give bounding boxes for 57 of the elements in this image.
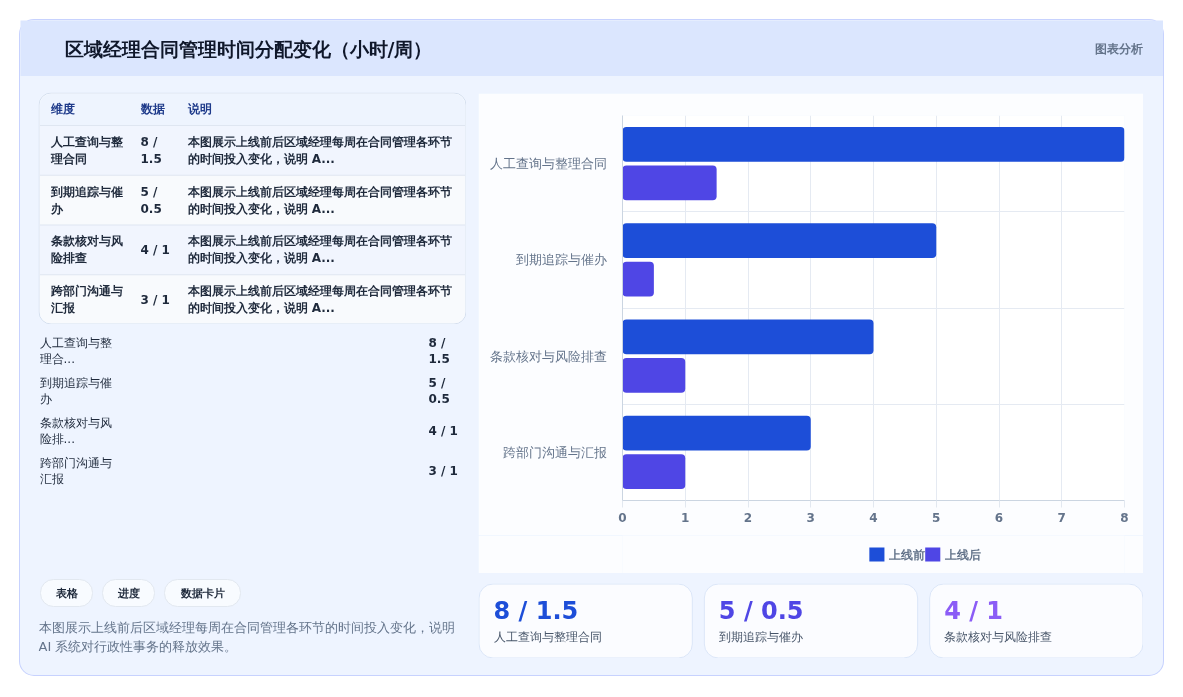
category-label: 数据卡片 bbox=[179, 586, 225, 600]
text: 到期追踪与催办 bbox=[49, 184, 123, 216]
legend-label: 上线前 bbox=[887, 547, 925, 562]
text: 8 / 1.5 bbox=[140, 134, 162, 167]
bar bbox=[622, 261, 654, 297]
text: 人工查询与整理合... bbox=[39, 335, 112, 366]
bar bbox=[622, 223, 937, 258]
text: 5 / 0.5 bbox=[718, 596, 804, 625]
text: 到期追踪与催办 bbox=[39, 375, 112, 406]
text: 本图展示上线前后区域经理每周在合同管理各环节的时间投入变化，说明 A... bbox=[186, 234, 452, 266]
category-label: 表格 bbox=[54, 586, 79, 600]
x-tick-label: 4 bbox=[869, 510, 878, 525]
x-tick-label: 0 bbox=[618, 510, 627, 525]
text: 5 / 0.5 bbox=[140, 184, 162, 217]
text: 条款核对与风险排查 bbox=[944, 629, 1053, 644]
legend-label: 上线后 bbox=[943, 547, 981, 562]
x-tick-label: 7 bbox=[1057, 510, 1066, 525]
bar bbox=[622, 165, 717, 201]
text: 跨部门沟通与汇报 bbox=[49, 284, 123, 316]
text: 本图展示上线前后区域经理每周在合同管理各环节的时间投入变化，说明 A... bbox=[186, 134, 452, 166]
text: 4 / 1 bbox=[428, 423, 458, 438]
text: 本图展示上线前后区域经理每周在合同管理各环节的时间投入变化，说明 A... bbox=[186, 284, 452, 316]
y-tick-label: 到期追踪与催办 bbox=[515, 252, 607, 268]
y-tick-label: 条款核对与风险排查 bbox=[489, 348, 607, 364]
text: 人工查询与整理合同 bbox=[49, 134, 124, 166]
bar bbox=[622, 319, 874, 355]
y-tick-label: 人工查询与整理合同 bbox=[489, 156, 607, 172]
text: 条款核对与风险排... bbox=[39, 415, 112, 446]
x-tick-label: 3 bbox=[806, 510, 815, 525]
x-tick-label: 5 bbox=[932, 510, 941, 525]
x-tick-label: 2 bbox=[743, 510, 753, 525]
text: 5 / 0.5 bbox=[428, 375, 450, 406]
text: 4 / 1 bbox=[140, 242, 170, 257]
text: 区域经理合同管理时间分配变化（小时/周） bbox=[64, 37, 433, 60]
text: 到期追踪与催办 bbox=[718, 629, 803, 644]
x-tick-label: 1 bbox=[681, 510, 690, 525]
text: 本图展示上线前后区域经理每周在合同管理各环节的时间投入变化，说明 AI 系统对行政性事务的释放效果。 bbox=[38, 620, 455, 654]
text: 3 / 1 bbox=[428, 463, 458, 478]
x-tick-label: 6 bbox=[994, 510, 1004, 525]
text: 跨部门沟通与汇报 bbox=[39, 455, 112, 486]
text: 图表分析 bbox=[1094, 41, 1143, 56]
category-label: 数据 bbox=[139, 102, 165, 116]
text: 条款核对与风险排查 bbox=[49, 234, 123, 266]
x-tick-label: 8 bbox=[1120, 510, 1129, 525]
bar bbox=[622, 127, 1125, 162]
bar bbox=[622, 415, 811, 451]
category-label: 进度 bbox=[116, 586, 140, 600]
text: 8 / 1.5 bbox=[493, 596, 579, 625]
category-label: 维度 bbox=[49, 102, 75, 116]
text: 4 / 1 bbox=[944, 596, 1004, 625]
category-label: 说明 bbox=[186, 102, 212, 116]
text: 8 / 1.5 bbox=[428, 335, 450, 366]
bar bbox=[622, 454, 686, 489]
bar bbox=[622, 358, 686, 393]
text: 本图展示上线前后区域经理每周在合同管理各环节的时间投入变化，说明 A... bbox=[186, 184, 452, 216]
text: 3 / 1 bbox=[140, 292, 170, 307]
y-tick-label: 跨部门沟通与汇报 bbox=[502, 444, 607, 460]
